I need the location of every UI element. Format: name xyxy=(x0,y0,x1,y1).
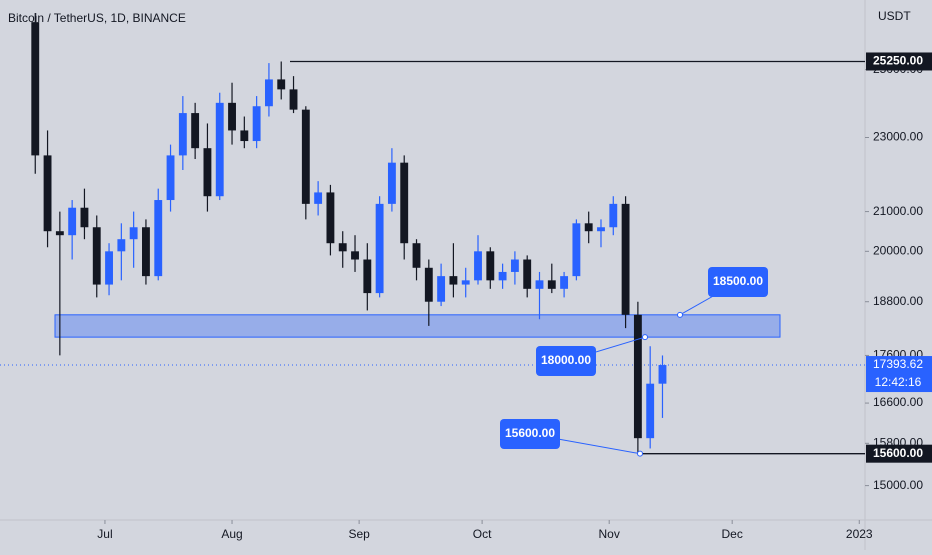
candle-body xyxy=(461,280,470,285)
y-tick-label: 15000.00 xyxy=(873,478,923,492)
candle-body xyxy=(363,259,372,294)
candle-body xyxy=(474,251,482,281)
x-tick-label: Aug xyxy=(221,527,242,541)
candle-body xyxy=(412,243,421,268)
last-price-label: 17393.62 xyxy=(873,357,923,371)
y-tick-label: 23000.00 xyxy=(873,130,923,144)
support-zone xyxy=(54,314,781,338)
candle-body xyxy=(510,259,519,272)
candle-body xyxy=(424,267,433,302)
candle-body xyxy=(228,102,236,131)
candle-body xyxy=(215,102,224,197)
candle-body xyxy=(584,223,593,232)
candle-body xyxy=(375,203,384,294)
candle-body xyxy=(43,155,52,232)
candle-body xyxy=(203,148,212,197)
last-price-label: 12:42:16 xyxy=(875,375,922,389)
candle-body xyxy=(314,192,323,204)
candle-body xyxy=(264,79,273,107)
candle-body xyxy=(523,259,532,289)
callout-label: 18000.00 xyxy=(541,353,591,367)
candle-body xyxy=(178,113,187,156)
candle-body xyxy=(277,79,286,90)
candle-body xyxy=(105,251,113,285)
candle-body xyxy=(289,89,298,110)
level-axis-label: 25250.00 xyxy=(873,54,923,68)
x-tick-label: Sep xyxy=(348,527,370,541)
candle-body xyxy=(658,365,667,384)
candle-body xyxy=(646,383,655,439)
x-tick-label: Dec xyxy=(722,527,743,541)
candle-body xyxy=(301,109,310,204)
candle-body xyxy=(55,231,64,236)
last-price-box xyxy=(866,356,932,393)
callout-box xyxy=(708,267,768,297)
chart-title: Bitcoin / TetherUS, 1D, BINANCE xyxy=(8,11,186,25)
candle-body xyxy=(80,207,89,228)
candle-body xyxy=(68,207,77,236)
callout-box xyxy=(536,346,596,376)
candle-body xyxy=(486,251,495,281)
candle-body xyxy=(154,200,163,277)
candle-body xyxy=(609,203,618,228)
level-axis-box xyxy=(866,52,932,71)
callout-label: 18500.00 xyxy=(713,274,763,288)
candle-body xyxy=(191,113,200,149)
level-axis-label: 15600.00 xyxy=(873,446,923,460)
y-tick-label: 20000.00 xyxy=(873,243,923,257)
candle-body xyxy=(166,155,175,201)
candle-body xyxy=(572,223,581,277)
callout-anchor xyxy=(642,334,648,341)
candle-body xyxy=(129,227,138,240)
candle-body xyxy=(449,276,458,285)
candle-body xyxy=(498,271,507,281)
y-tick-label: 21000.00 xyxy=(873,204,923,218)
candle-body xyxy=(621,203,630,315)
y-tick-label: 16600.00 xyxy=(873,395,923,409)
candle-body xyxy=(597,227,605,232)
level-axis-box xyxy=(866,444,932,463)
candle-body xyxy=(633,314,642,439)
callout-box xyxy=(500,419,560,449)
candle-body xyxy=(338,243,347,252)
candle-body xyxy=(437,276,446,302)
candle-body xyxy=(240,130,249,142)
axis-unit: USDT xyxy=(878,9,911,23)
x-tick-label: Oct xyxy=(473,527,492,541)
candle-body xyxy=(351,251,359,260)
x-tick-label: Jul xyxy=(97,527,112,541)
callout-label: 15600.00 xyxy=(505,426,555,440)
candle-body xyxy=(535,280,544,289)
candle-body xyxy=(560,276,569,289)
y-tick-label: 18800.00 xyxy=(873,294,923,308)
x-tick-label: Nov xyxy=(599,527,620,541)
x-tick-label: 2023 xyxy=(846,527,873,541)
candle-body xyxy=(326,192,335,244)
callout-anchor xyxy=(677,311,683,318)
candle-body xyxy=(547,280,556,289)
candle-body xyxy=(387,162,396,204)
candle-body xyxy=(117,239,126,252)
callout-anchor xyxy=(637,450,643,457)
candle-body xyxy=(92,227,101,285)
candle-body xyxy=(31,22,40,156)
candle-body xyxy=(252,106,261,142)
candle-body xyxy=(142,227,150,277)
candle-body xyxy=(400,162,409,244)
